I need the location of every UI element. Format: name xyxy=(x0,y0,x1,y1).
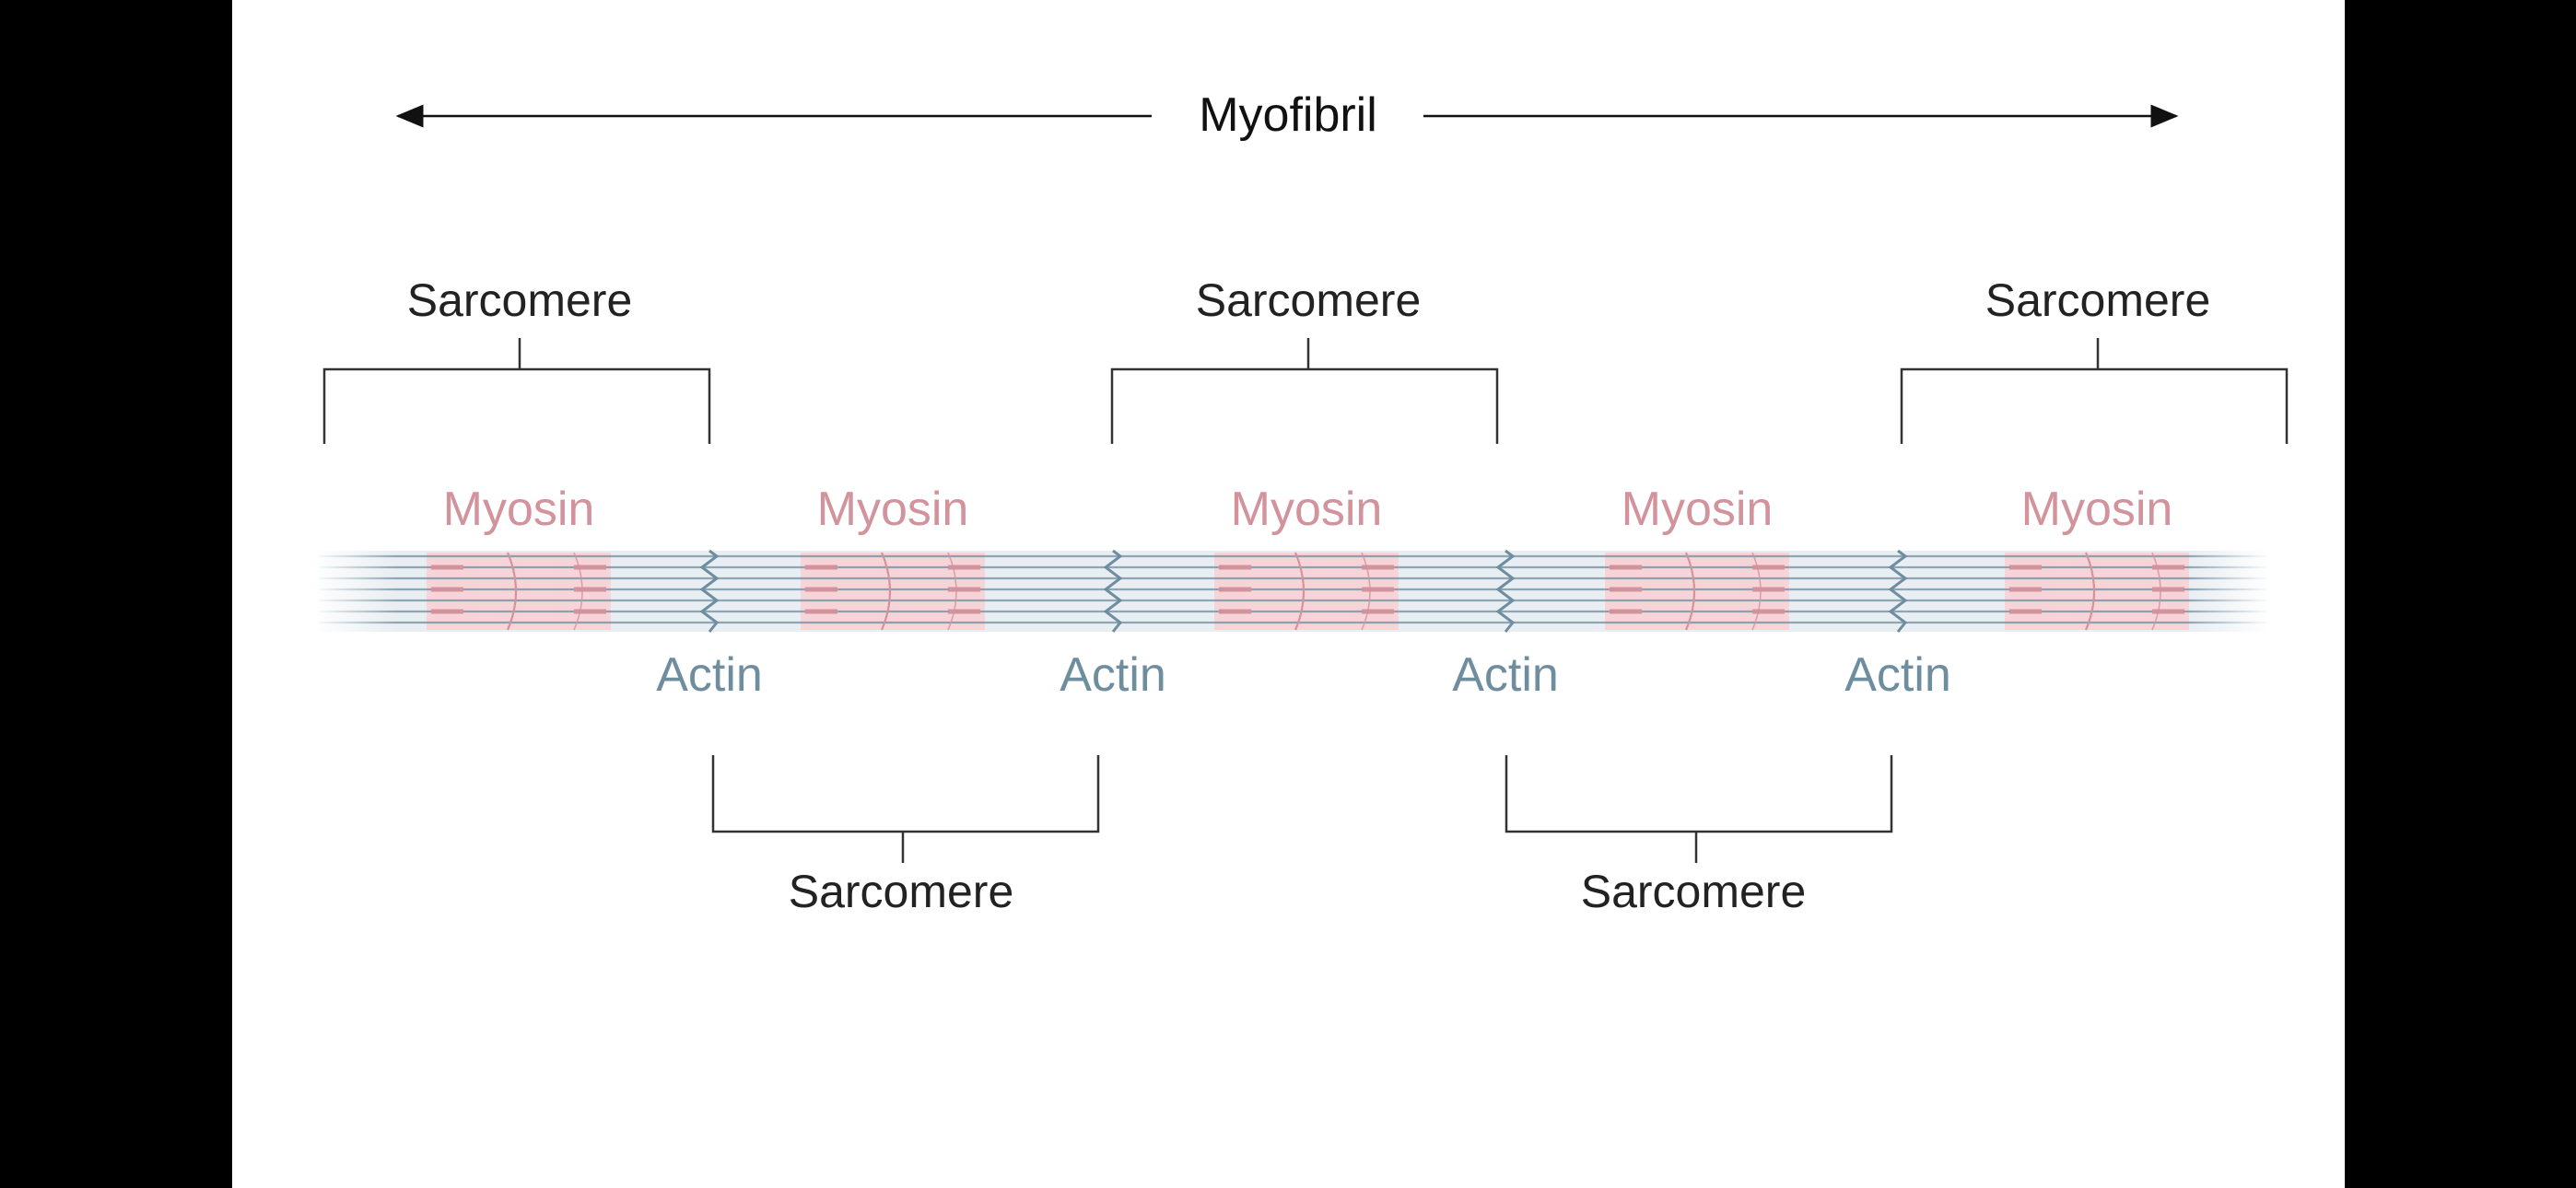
m-line-4 xyxy=(1684,552,1696,631)
m-line-2 xyxy=(880,552,892,631)
actin-label-2: Actin xyxy=(1060,648,1166,702)
myofibril-title: Myofibril xyxy=(1199,88,1377,142)
myosin-edge-3 xyxy=(1361,552,1371,631)
myosin-label-5: Myosin xyxy=(2021,483,2173,536)
sarcomere-bracket xyxy=(1110,338,1499,444)
myosin-label-3: Myosin xyxy=(1231,483,1383,536)
z-disc-2 xyxy=(1103,549,1123,633)
myosin-label-2: Myosin xyxy=(817,483,969,536)
sarcomere-label: Sarcomere xyxy=(1985,274,2211,326)
strip-fade-left xyxy=(313,547,396,635)
sarcomere-label: Sarcomere xyxy=(789,866,1014,917)
sarcomere-label: Sarcomere xyxy=(1581,866,1807,917)
sarcomere-bottom-1: Sarcomere xyxy=(711,755,1100,917)
sarcomere-bracket xyxy=(1505,755,1893,863)
sarcomere-top-1: Sarcomere xyxy=(322,274,711,444)
z-disc-3 xyxy=(1495,549,1516,633)
m-line-5 xyxy=(2084,552,2096,631)
myosin-label-1: Myosin xyxy=(443,483,595,536)
myofibril-arrow: Myofibril xyxy=(395,88,2179,142)
strip-fade-right xyxy=(2188,547,2271,635)
sarcomere-bracket xyxy=(1900,338,2289,444)
z-disc-1 xyxy=(699,549,720,633)
sarcomere-bottom-2: Sarcomere xyxy=(1505,755,1893,917)
actin-label-3: Actin xyxy=(1452,648,1559,702)
m-line-3 xyxy=(1294,552,1306,631)
m-line-1 xyxy=(506,552,518,631)
actin-label-1: Actin xyxy=(656,648,763,702)
sarcomere-top-2: Sarcomere xyxy=(1110,274,1499,444)
myosin-label-4: Myosin xyxy=(1622,483,1774,536)
sarcomere-bracket xyxy=(322,338,711,444)
myosin-edge-4 xyxy=(1751,552,1762,631)
sarcomere-bracket xyxy=(711,755,1100,863)
filament-strip xyxy=(313,547,2271,635)
myosin-edge-1 xyxy=(573,552,583,631)
actin-label-4: Actin xyxy=(1844,648,1951,702)
myosin-edge-5 xyxy=(2151,552,2161,631)
sarcomere-label: Sarcomere xyxy=(407,274,633,326)
sarcomere-label: Sarcomere xyxy=(1196,274,1422,326)
z-disc-4 xyxy=(1888,549,1908,633)
myosin-edge-2 xyxy=(947,552,957,631)
sarcomere-top-3: Sarcomere xyxy=(1900,274,2289,444)
